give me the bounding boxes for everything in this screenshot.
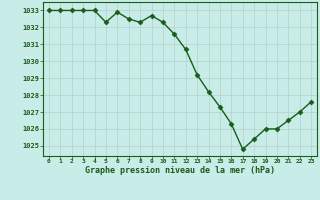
X-axis label: Graphe pression niveau de la mer (hPa): Graphe pression niveau de la mer (hPa): [85, 166, 275, 175]
